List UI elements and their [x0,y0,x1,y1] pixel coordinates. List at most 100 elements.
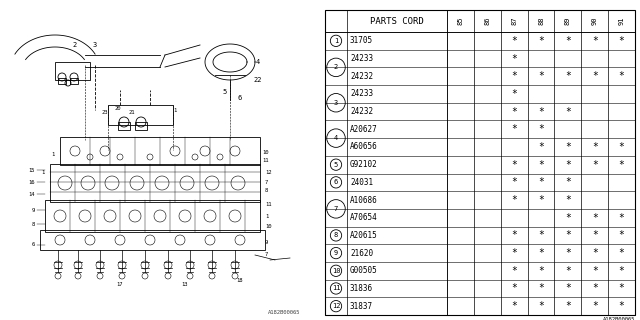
Text: *: * [538,160,544,170]
Text: 6: 6 [238,95,242,101]
Text: *: * [592,266,598,276]
Text: 24233: 24233 [350,54,373,63]
Text: 1: 1 [42,170,45,174]
Text: 8: 8 [334,232,338,238]
Text: 5: 5 [334,162,338,168]
Text: 23: 23 [102,109,108,115]
Text: *: * [511,53,517,64]
Text: 24232: 24232 [350,107,373,116]
Text: 6: 6 [334,179,338,185]
Text: 3: 3 [93,42,97,48]
Text: *: * [565,266,571,276]
Text: *: * [565,160,571,170]
Text: *: * [538,248,544,258]
Text: *: * [619,284,625,293]
Text: 88: 88 [538,17,544,25]
Text: 10: 10 [262,149,269,155]
Text: 11: 11 [332,285,340,292]
Text: *: * [592,301,598,311]
Text: *: * [565,248,571,258]
Text: 4: 4 [256,59,260,65]
Text: *: * [565,230,571,240]
Bar [70,78,78,84]
Text: 8: 8 [32,221,35,227]
Text: *: * [619,142,625,152]
Text: 9: 9 [334,250,338,256]
Text: A20627: A20627 [350,125,378,134]
Text: 17: 17 [116,283,124,287]
Text: *: * [538,36,544,46]
Text: *: * [511,284,517,293]
Text: 1: 1 [52,153,55,157]
Text: *: * [511,301,517,311]
Text: *: * [565,301,571,311]
Text: 14: 14 [29,191,35,196]
Text: 24233: 24233 [350,89,373,99]
Text: 31836: 31836 [350,284,373,293]
Text: A70654: A70654 [350,213,378,222]
Text: *: * [538,301,544,311]
Text: 3: 3 [334,100,338,106]
Text: *: * [619,266,625,276]
Text: *: * [538,284,544,293]
Text: 21620: 21620 [350,249,373,258]
Text: *: * [592,71,598,81]
Text: *: * [619,36,625,46]
Text: 8: 8 [265,188,268,193]
Text: G00505: G00505 [350,266,378,275]
Text: *: * [565,284,571,293]
Text: *: * [619,71,625,81]
Text: 90: 90 [592,17,598,25]
Text: *: * [592,248,598,258]
Text: 7: 7 [334,206,338,212]
Bar [55,62,90,80]
Text: *: * [619,301,625,311]
Bar [40,230,265,250]
Text: *: * [538,230,544,240]
Text: *: * [565,107,571,116]
Text: *: * [592,284,598,293]
Text: 89: 89 [565,17,571,25]
Text: 1: 1 [173,108,177,113]
Text: 1: 1 [334,38,338,44]
Text: 1: 1 [265,213,268,219]
Text: *: * [565,71,571,81]
Text: 11: 11 [265,203,271,207]
Text: *: * [511,71,517,81]
Text: 91: 91 [619,17,625,25]
Text: PARTS CORD: PARTS CORD [370,17,424,26]
Bar [108,105,173,125]
Bar [45,200,260,232]
Bar [118,122,130,130]
Text: *: * [511,160,517,170]
Text: *: * [511,248,517,258]
Text: *: * [619,213,625,223]
Text: 7: 7 [265,180,268,185]
Text: 9: 9 [265,239,268,244]
Text: G92102: G92102 [350,160,378,169]
Text: 10: 10 [332,268,340,274]
Text: *: * [592,160,598,170]
Text: *: * [511,89,517,99]
Bar [135,122,147,130]
Text: 18: 18 [237,277,243,283]
Text: *: * [592,213,598,223]
Text: *: * [592,142,598,152]
Bar [50,164,260,202]
Text: *: * [592,230,598,240]
Text: 10: 10 [265,225,271,229]
Text: *: * [619,230,625,240]
Text: 2: 2 [334,64,338,70]
Text: *: * [538,177,544,187]
Text: A60656: A60656 [350,142,378,151]
Text: *: * [511,195,517,205]
Text: 15: 15 [29,167,35,172]
Text: 4: 4 [334,135,338,141]
Text: *: * [511,230,517,240]
Text: *: * [538,142,544,152]
Text: *: * [565,177,571,187]
Text: *: * [538,195,544,205]
Text: 9: 9 [32,207,35,212]
Text: *: * [538,266,544,276]
Text: 13: 13 [182,283,188,287]
